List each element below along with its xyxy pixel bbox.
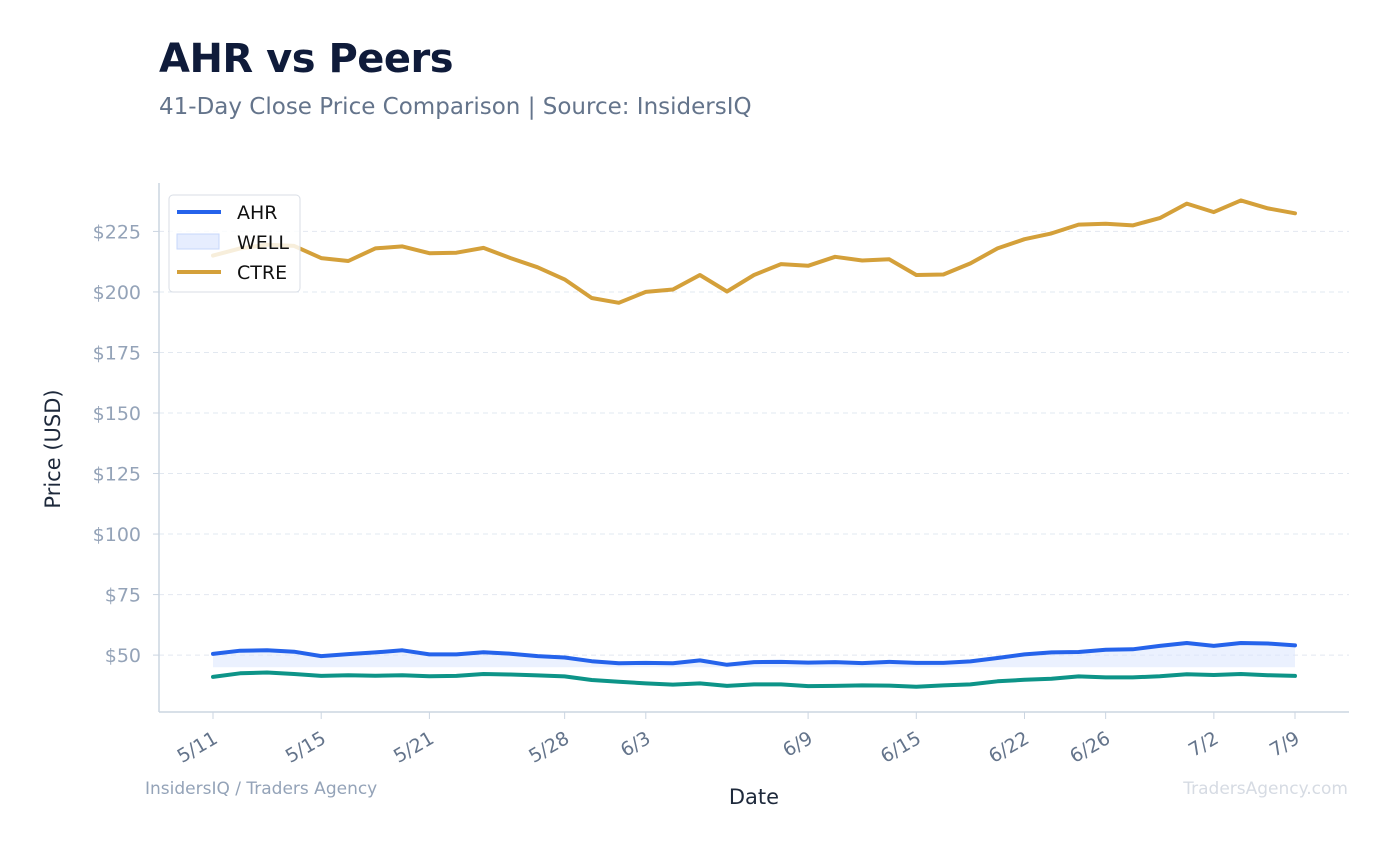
x-tick-label: 7/9 <box>1266 727 1303 761</box>
x-tick-label: 5/28 <box>525 727 573 767</box>
gridlines <box>159 230 1349 656</box>
chart-title: AHR vs Peers <box>159 36 454 82</box>
series-layer <box>211 198 1297 689</box>
y-axis-title: Price (USD) <box>41 389 65 508</box>
y-tick-label: $125 <box>93 464 141 486</box>
series-line-ctre <box>211 198 1297 305</box>
x-tick-label: 6/9 <box>779 727 816 761</box>
legend-box <box>168 194 301 293</box>
y-tick-label: $50 <box>105 645 141 667</box>
y-tick-label: $175 <box>93 342 141 364</box>
series-line-unlabeled <box>211 670 1297 689</box>
legend-swatch-well <box>176 233 220 250</box>
chart-subtitle: 41-Day Close Price Comparison | Source: … <box>159 94 752 120</box>
x-tick-label: 6/26 <box>1066 727 1114 767</box>
x-tick-label: 6/3 <box>617 727 654 761</box>
x-tick-label: 5/21 <box>390 727 438 767</box>
y-tick-label: $200 <box>93 282 141 304</box>
footer-watermark: TradersAgency.com <box>1183 779 1348 799</box>
y-tick-label: $75 <box>105 585 141 607</box>
legend-label-well: WELL <box>237 232 289 254</box>
y-tick-label: $100 <box>93 524 141 546</box>
y-tick-label: $225 <box>93 221 141 243</box>
x-tick-label: 5/15 <box>282 727 330 767</box>
x-tick-label: 6/15 <box>877 727 925 767</box>
footer-credit: InsidersIQ / Traders Agency <box>145 779 378 799</box>
legend-label-ahr: AHR <box>237 202 278 224</box>
x-tick-label: 5/11 <box>174 727 222 767</box>
x-tick-label: 7/2 <box>1185 727 1222 761</box>
y-tick-label: $150 <box>93 403 141 425</box>
series-band-well <box>213 643 1295 668</box>
x-axis-title: Date <box>729 785 779 809</box>
x-tick-label: 6/22 <box>985 727 1033 767</box>
legend-label-ctre: CTRE <box>237 262 287 284</box>
series-line-ahr <box>211 641 1297 667</box>
legend: AHR WELL CTRE <box>168 194 301 293</box>
